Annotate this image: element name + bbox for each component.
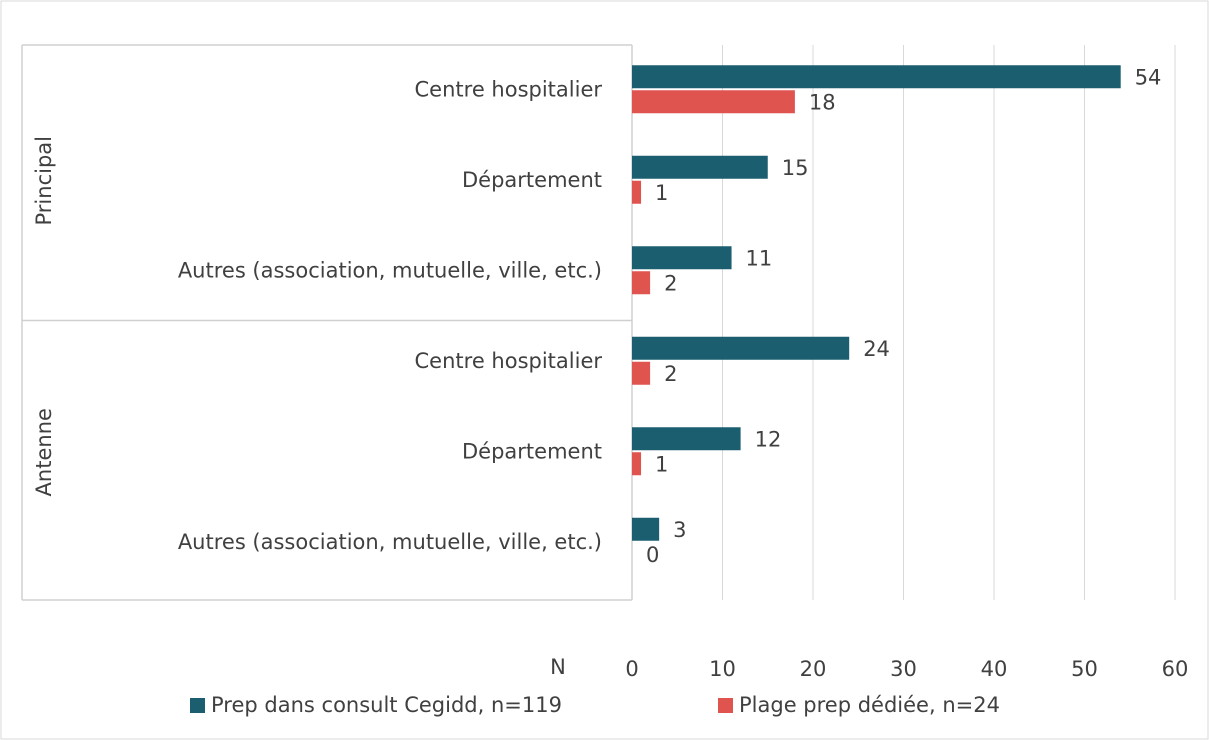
y-tick-label: Autres (association, mutuelle, ville, et… <box>178 530 602 554</box>
bar <box>632 452 642 476</box>
data-label: 0 <box>646 543 659 567</box>
bar <box>632 180 642 204</box>
bar <box>632 271 651 295</box>
data-label: 1 <box>655 452 668 476</box>
bar <box>632 336 850 360</box>
x-tick-label: 40 <box>981 657 1008 681</box>
y-tick-label: Centre hospitalier <box>415 349 603 373</box>
bar <box>632 90 795 114</box>
bar <box>632 155 768 179</box>
data-label: 2 <box>664 362 677 386</box>
legend-swatch <box>190 698 205 713</box>
y-tick-label: Centre hospitalier <box>415 77 603 101</box>
x-tick-label: 30 <box>890 657 917 681</box>
data-label: 54 <box>1135 65 1162 89</box>
bar <box>632 361 651 385</box>
data-label: 12 <box>755 427 782 451</box>
y-tick-label: Autres (association, mutuelle, ville, et… <box>178 258 602 282</box>
data-label: 11 <box>746 246 773 270</box>
legend-label: Plage prep dédiée, n=24 <box>739 693 1000 717</box>
x-tick-label: 10 <box>709 657 736 681</box>
group-label: Principal <box>32 136 56 226</box>
group-label: Antenne <box>32 408 56 496</box>
x-tick-label: 0 <box>625 657 638 681</box>
bar <box>632 517 660 541</box>
y-tick-label: Département <box>462 439 602 463</box>
bar <box>632 246 732 270</box>
legend-swatch <box>718 698 733 713</box>
data-label: 18 <box>809 90 836 114</box>
x-tick-label: 20 <box>800 657 827 681</box>
x-tick-label: 60 <box>1162 657 1189 681</box>
data-label: 1 <box>655 181 668 205</box>
bar <box>632 65 1121 89</box>
data-label: 15 <box>782 156 809 180</box>
y-tick-label: Département <box>462 168 602 192</box>
x-axis-label: N <box>550 655 566 679</box>
x-tick-label: 50 <box>1071 657 1098 681</box>
data-label: 24 <box>863 337 890 361</box>
data-label: 3 <box>673 518 686 542</box>
bar <box>632 427 741 451</box>
legend-label: Prep dans consult Cegidd, n=119 <box>211 693 562 717</box>
data-label: 2 <box>664 271 677 295</box>
